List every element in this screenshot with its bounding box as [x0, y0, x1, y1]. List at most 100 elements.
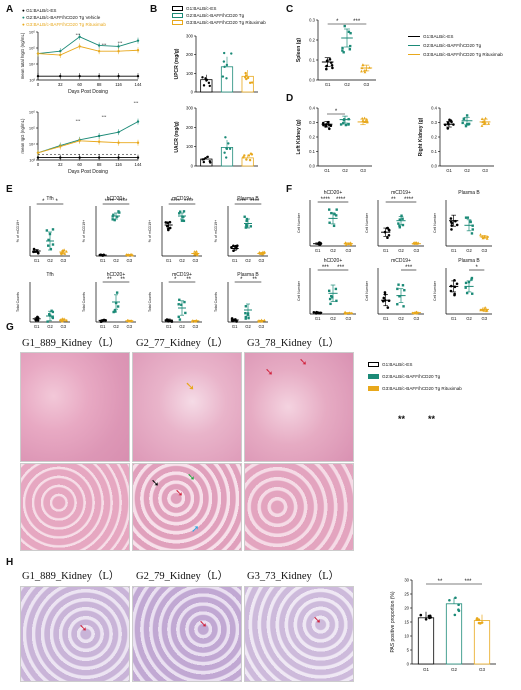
f-bot-1-point — [396, 287, 399, 291]
h-chart-x-tick-label: G1 — [423, 667, 430, 672]
b-bot-point — [245, 158, 248, 161]
e-top-y-axis-label: % of mCD19+ — [148, 220, 152, 242]
b-top-point — [225, 77, 228, 80]
d-left-x-tick-label: G1 — [324, 168, 330, 173]
d-left-point — [344, 123, 348, 127]
b-bot-point — [225, 147, 228, 150]
b-top-point — [222, 51, 226, 55]
b-top-point — [248, 81, 252, 85]
b-top-point — [207, 81, 211, 85]
a-top-x-axis-label: Days Post Dosing — [68, 89, 108, 95]
panel-label-d: D — [286, 93, 294, 104]
e-bot-title: Plasma B — [237, 272, 259, 278]
f-top-sig-sig-label: ** — [391, 197, 396, 203]
b-bot-point — [224, 136, 227, 139]
a-bot-x-tick-label: 32 — [58, 162, 63, 167]
a-top-sig: *** — [76, 32, 81, 37]
b-top-point — [208, 84, 211, 88]
h-chart-bar — [417, 617, 435, 665]
f-bot-y-axis-label: Cell Number — [297, 280, 301, 301]
e-bot-0-x-tick-label: G3 — [61, 324, 67, 329]
g-sig-2: ** — [428, 414, 436, 424]
f-bot-1-point — [386, 306, 390, 309]
d-left-y-tick-label: 0.4 — [309, 106, 315, 111]
e-bot-2-point — [177, 303, 180, 306]
b-top-y-axis-label: UPCR (mg/g) — [174, 48, 180, 79]
b-top-point — [244, 74, 248, 77]
e-top-1-x-tick-label: G3 — [127, 258, 133, 263]
a-top-x-tick-label: 32 — [58, 82, 63, 87]
e-bot-2-x-tick-label: G2 — [179, 324, 185, 329]
e-top-title: mCD19+ — [172, 196, 192, 202]
b-bot-point — [243, 154, 246, 157]
d-left-point — [347, 122, 350, 126]
d-left-point — [363, 116, 367, 120]
d-left-point — [321, 121, 325, 125]
b-top-point — [202, 84, 206, 87]
e-bot-2-x-tick-label: G3 — [193, 324, 199, 329]
g2-kidney-low-mag-image: ➘ — [132, 352, 242, 462]
f-top-title: hCD20+ — [324, 190, 343, 196]
h-chart-point — [454, 596, 457, 600]
f-top-2-point — [469, 220, 472, 224]
c-spleen-point — [330, 64, 334, 67]
f-top-y-axis-label: Cell Number — [433, 212, 437, 233]
d-right-y-tick-label: 0.2 — [431, 135, 437, 140]
f-bot-2-point — [470, 278, 473, 281]
f-top-1-point — [400, 214, 403, 217]
f-top-title: mCD19+ — [391, 190, 411, 196]
a-bot-y-tick-label: 10⁵ — [29, 126, 35, 131]
h-g2-pas-image: ➘ — [132, 586, 242, 682]
e-top-3-x-tick-label: G3 — [259, 258, 265, 263]
d-right-point — [467, 122, 471, 126]
f-bot-sig-sig-label: *** — [337, 265, 345, 271]
e-top-2-x-tick-label: G2 — [179, 258, 185, 263]
a-bot-y-tick-label: 10³ — [29, 158, 35, 163]
d-left-y-tick-label: 0.2 — [309, 135, 315, 140]
f-top-1-point — [398, 224, 401, 227]
a-bot-y-tick-label: 10⁴ — [29, 142, 35, 147]
a-top-sig: *** — [102, 42, 107, 47]
c-spleen-point — [347, 30, 351, 33]
green-arrow-icon: ➘ — [187, 472, 196, 483]
b-bot-y-tick-label: 100 — [186, 144, 194, 149]
f-top-0-point — [335, 214, 338, 217]
f-bot-0-point — [328, 297, 332, 301]
e-bot-3-x-tick-label: G3 — [259, 324, 265, 329]
red-arrow-icon: ➘ — [299, 357, 308, 368]
a-bot-x-tick-label: 88 — [97, 162, 102, 167]
f-top-2-point — [470, 232, 474, 235]
b-bot-point — [249, 152, 253, 155]
f-top-1-x-tick-label: G2 — [398, 248, 404, 253]
a-top-x-tick-label: 60 — [77, 82, 82, 87]
h-chart-point — [457, 608, 460, 612]
e-top-3-point — [244, 226, 248, 229]
f-top-2-point — [466, 216, 470, 219]
b-top-point — [201, 76, 204, 79]
legend-b-g3: G3:BALB/c-BAFF/hCD20 Tg Rituximab — [172, 20, 266, 26]
a-bot-sig: *** — [76, 118, 81, 123]
f-top-0-point — [333, 213, 336, 216]
c-spleen-y-tick-label: 0.0 — [309, 78, 315, 83]
e-bot-title: hCD20+ — [107, 272, 126, 278]
e-top-2-point — [182, 215, 185, 218]
b-bot-point — [208, 160, 212, 163]
panel-label-c: C — [286, 4, 294, 15]
f-top-sig-sig-label: **** — [321, 197, 331, 203]
e-top-0-x-tick-label: G1 — [34, 258, 40, 263]
e-top-2-point — [180, 219, 184, 222]
d-sig-sig-label: * — [335, 109, 338, 115]
b-bot-bar — [241, 157, 254, 167]
d-right-point — [446, 127, 450, 130]
d-right-y-tick-label: 0.1 — [431, 149, 437, 154]
e-top-2-x-tick-label: G1 — [166, 258, 172, 263]
f-top-0-point — [332, 224, 336, 228]
d-right-point — [487, 122, 491, 125]
f-bot-1-point — [383, 291, 387, 294]
e-bot-y-axis-label: Total Counts — [82, 292, 86, 312]
e-bot-1-point — [116, 305, 120, 308]
legend-b-g1: G1:BALB/c-ES — [172, 6, 216, 12]
b-top-point — [245, 77, 248, 81]
e-bot-3-point — [235, 320, 238, 323]
h-chart-point — [453, 613, 457, 617]
